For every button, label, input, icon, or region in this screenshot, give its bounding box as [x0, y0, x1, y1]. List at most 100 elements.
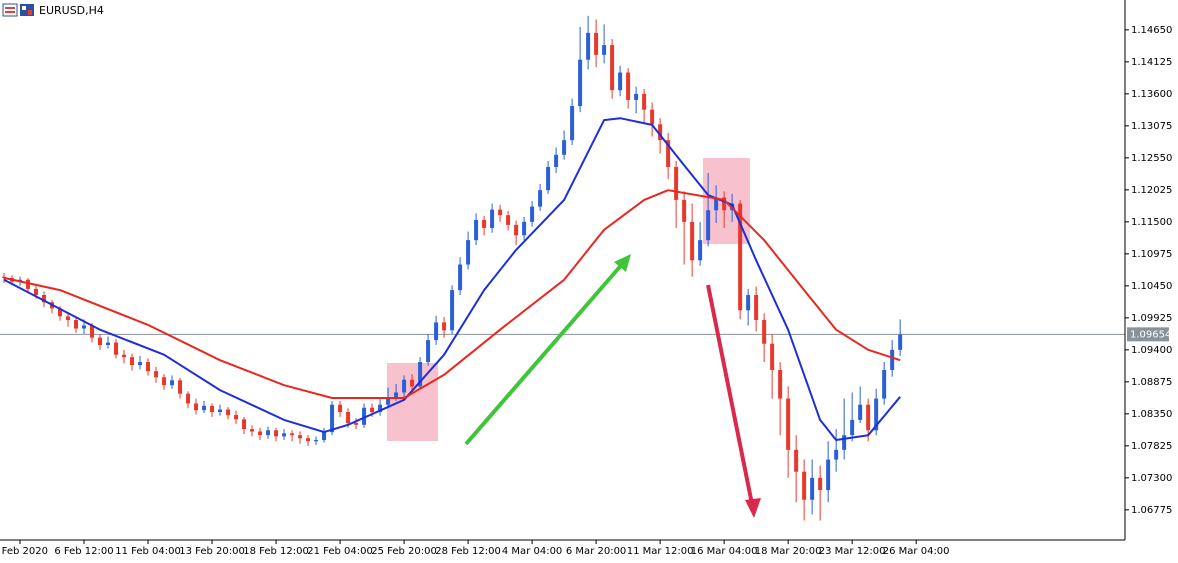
- candle-body: [306, 438, 311, 442]
- y-tick-label: 1.09925: [1131, 313, 1172, 324]
- candle-body: [658, 124, 663, 141]
- candle-body: [354, 422, 359, 425]
- x-tick-label: 13 Feb 20:00: [179, 546, 245, 557]
- y-tick-label: 1.08350: [1131, 409, 1172, 420]
- candle-body: [162, 377, 167, 386]
- candle-body: [738, 203, 743, 311]
- x-tick-label: 26 Mar 04:00: [883, 546, 950, 557]
- candle-body: [58, 308, 63, 317]
- candle-body: [778, 369, 783, 399]
- candle-body: [378, 404, 383, 413]
- candle-body: [858, 404, 863, 420]
- icon-bar: [5, 7, 15, 9]
- candle-body: [698, 240, 703, 261]
- icon-bar: [5, 11, 15, 13]
- candle-body: [474, 220, 479, 241]
- candle-body: [826, 459, 831, 491]
- candle-body: [122, 354, 127, 358]
- candle-body: [250, 429, 255, 432]
- candle-body: [146, 362, 151, 372]
- candle-body: [194, 403, 199, 411]
- candle-body: [602, 45, 607, 55]
- candle-body: [418, 362, 423, 387]
- candle-body: [434, 322, 439, 341]
- candle-body: [762, 319, 767, 344]
- candle-body: [618, 72, 623, 91]
- candle-body: [490, 209, 495, 228]
- candle-body: [26, 279, 31, 289]
- icon-bar: [22, 6, 26, 10]
- y-tick-label: 1.12025: [1131, 185, 1172, 196]
- candle-body: [818, 477, 823, 491]
- candle-body: [394, 392, 399, 398]
- candle-body: [362, 407, 367, 425]
- candle-body: [218, 409, 223, 413]
- candle-body: [442, 322, 447, 331]
- candle-body: [706, 210, 711, 241]
- x-tick-label: 11 Feb 04:00: [115, 546, 181, 557]
- x-tick-label: 4 Mar 04:00: [502, 546, 562, 557]
- candle-body: [178, 380, 183, 394]
- candle-body: [866, 404, 871, 431]
- moving-average-line: [3, 189, 901, 399]
- candle-body: [594, 32, 599, 55]
- candle-body: [370, 407, 375, 413]
- y-tick-label: 1.14125: [1131, 57, 1172, 68]
- down-arrow-head: [745, 498, 761, 518]
- y-tick-label: 1.07300: [1131, 473, 1172, 484]
- candle-body: [802, 471, 807, 500]
- y-tick-label: 1.09400: [1131, 345, 1172, 356]
- moving-average-line: [3, 117, 901, 441]
- candle-body: [794, 449, 799, 472]
- candle-body: [882, 369, 887, 399]
- candle-body: [642, 93, 647, 110]
- y-tick-label: 1.13600: [1131, 89, 1172, 100]
- candle-body: [754, 294, 759, 320]
- candle-body: [810, 477, 815, 500]
- candle-body: [674, 166, 679, 200]
- candle-body: [466, 240, 471, 265]
- candle-body: [106, 342, 111, 345]
- candle-body: [562, 140, 567, 155]
- candle-body: [722, 197, 727, 211]
- x-tick-label: 3 Feb 2020: [0, 546, 48, 557]
- x-tick-label: 6 Feb 12:00: [54, 546, 113, 557]
- candle-body: [666, 140, 671, 167]
- up-arrow-shaft: [464, 260, 626, 446]
- y-tick-label: 1.13075: [1131, 121, 1172, 132]
- candle-body: [482, 220, 487, 228]
- candle-body: [506, 215, 511, 225]
- candle-body: [338, 404, 343, 413]
- candle-body: [874, 398, 879, 431]
- x-tick-label: 28 Feb 12:00: [435, 546, 501, 557]
- y-tick-label: 1.06775: [1131, 505, 1172, 516]
- candle-body: [114, 342, 119, 355]
- candle-body: [234, 415, 239, 420]
- candle-body: [610, 45, 615, 91]
- candle-body: [538, 190, 543, 207]
- candle-body: [74, 319, 79, 329]
- candle-body: [714, 197, 719, 211]
- candle-body: [282, 433, 287, 437]
- candle-body: [554, 154, 559, 167]
- candle-body: [138, 362, 143, 366]
- last-price-box: [1127, 327, 1169, 342]
- candle-body: [130, 357, 135, 366]
- y-tick-label: 1.10975: [1131, 249, 1172, 260]
- symbol-icon: [2, 3, 34, 17]
- y-tick-label: 1.14650: [1131, 25, 1172, 36]
- x-tick-label: 18 Mar 20:00: [755, 546, 822, 557]
- candle-body: [498, 209, 503, 216]
- chart-title: EURUSD,H4: [39, 4, 104, 17]
- candle-body: [66, 316, 71, 320]
- candle-body: [258, 431, 263, 436]
- candle-body: [634, 93, 639, 100]
- y-tick-label: 1.11500: [1131, 217, 1172, 228]
- candle-body: [226, 409, 231, 416]
- candle-body: [90, 325, 95, 338]
- candle-body: [274, 430, 279, 437]
- candle-body: [186, 393, 191, 404]
- y-tick-label: 1.08875: [1131, 377, 1172, 388]
- x-tick-label: 16 Mar 04:00: [691, 546, 758, 557]
